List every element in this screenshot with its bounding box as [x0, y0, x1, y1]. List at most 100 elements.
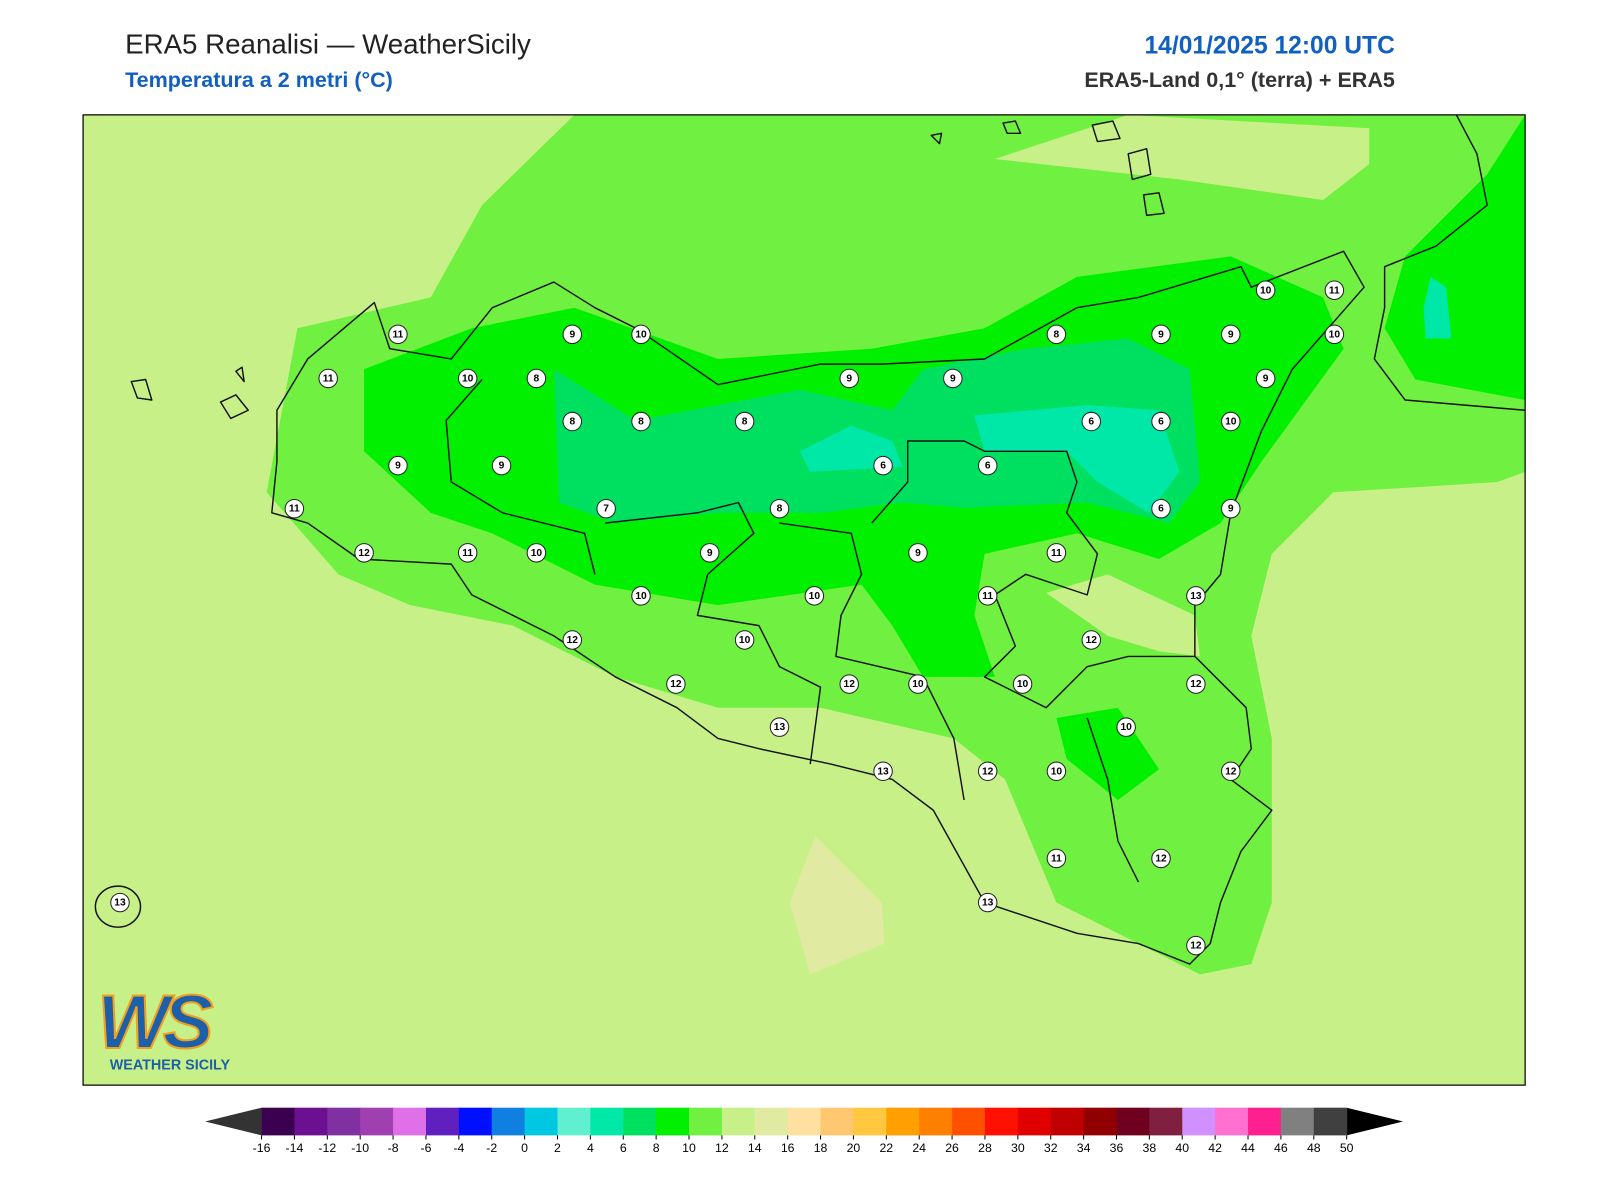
- station-marker: [1221, 498, 1241, 519]
- colorbar-segment: [1149, 1107, 1183, 1136]
- station-marker: [977, 586, 998, 606]
- station-marker: [666, 674, 686, 694]
- colorbar-over: [1346, 1107, 1404, 1136]
- station: 9: [388, 455, 408, 476]
- station-marker: [1151, 324, 1171, 345]
- stations: 11 9 10 11 10 8 9 9 8 9 9 10 11 10 9 8 8 8 6 6 10 9 9 6 6 11 7 8 6 9 1…: [110, 280, 1345, 956]
- station-value: 11: [323, 373, 334, 384]
- colorbar-segment: [327, 1107, 361, 1136]
- station: 10: [1046, 761, 1067, 782]
- station: 8: [1046, 324, 1067, 345]
- colorbar-tick-label: 12: [715, 1141, 729, 1155]
- station-marker: [562, 411, 583, 432]
- colorbar-tick-label: 44: [1241, 1141, 1255, 1155]
- calabria-coast: [1373, 114, 1526, 411]
- colorbar-tick-label: 22: [879, 1141, 893, 1155]
- colorbar-tick-label: -2: [486, 1141, 497, 1155]
- station: 12: [1221, 761, 1241, 782]
- station: 12: [562, 630, 583, 650]
- station-value: 9: [569, 329, 575, 340]
- station: 10: [1012, 674, 1033, 694]
- station-marker: [1186, 674, 1206, 694]
- station-marker: [839, 674, 859, 694]
- field-12-14: [1046, 574, 1200, 657]
- station-value: 13: [1190, 591, 1202, 602]
- station: 11: [1046, 848, 1067, 869]
- station-marker: [631, 411, 651, 432]
- station-value: 11: [462, 548, 473, 559]
- station-value: 13: [877, 766, 889, 777]
- station-marker: [1186, 935, 1206, 956]
- station: 12: [977, 761, 998, 782]
- station-value: 9: [1228, 329, 1234, 340]
- station: 9: [562, 324, 583, 345]
- station-value: 10: [635, 329, 647, 340]
- station-marker: [388, 324, 408, 345]
- station-marker: [908, 543, 928, 563]
- station-value: 12: [1190, 679, 1202, 690]
- station-value: 13: [774, 722, 786, 733]
- colorbar-segment: [787, 1107, 822, 1136]
- field-14-16: [789, 835, 885, 975]
- station-value: 9: [1228, 504, 1234, 515]
- station-marker: [562, 630, 583, 650]
- station: 13: [1186, 586, 1206, 606]
- source: ERA5-Land 0,1° (terra) + ERA5: [1084, 68, 1395, 92]
- colorbar-tick-label: -12: [318, 1141, 336, 1155]
- station: 9: [908, 543, 928, 563]
- datetime: 14/01/2025 12:00 UTC: [1144, 32, 1395, 59]
- colorbar-tick-label: 46: [1274, 1141, 1288, 1155]
- station-value: 10: [1120, 722, 1132, 733]
- station: 9: [839, 368, 859, 389]
- station-value: 9: [950, 373, 956, 384]
- colorbar-tick-label: 8: [653, 1141, 660, 1155]
- station-value: 12: [844, 679, 856, 690]
- station-marker: [457, 543, 478, 563]
- station-marker: [1255, 280, 1276, 300]
- station-value: 9: [846, 373, 852, 384]
- station-marker: [1081, 630, 1102, 650]
- station-value: 9: [707, 548, 713, 559]
- station-marker: [631, 324, 651, 345]
- station-marker: [354, 543, 374, 563]
- colorbar-tick-label: 48: [1307, 1141, 1321, 1155]
- colorbar-segment: [1280, 1107, 1315, 1136]
- station-marker: [491, 455, 512, 476]
- colorbar-segment: [360, 1107, 394, 1136]
- station-marker: [1221, 761, 1241, 782]
- station-marker: [734, 411, 755, 432]
- colorbar-tick-label: -8: [388, 1141, 399, 1155]
- station-value: 9: [915, 548, 921, 559]
- colorbar-segment: [425, 1107, 460, 1136]
- logo-mark: WS: [97, 980, 212, 1065]
- station-marker: [1255, 368, 1276, 389]
- station: 10: [1221, 411, 1241, 432]
- station-marker: [943, 368, 963, 389]
- station-marker: [769, 498, 790, 519]
- station: 8: [734, 411, 755, 432]
- colorbar-tick-label: 2: [554, 1141, 561, 1155]
- colorbar-tick-label: 18: [814, 1141, 828, 1155]
- station-value: 13: [114, 898, 126, 909]
- colorbar-tick-label: 24: [912, 1141, 926, 1155]
- colorbar-tick-label: -4: [453, 1141, 464, 1155]
- colorbar-segment: [952, 1107, 986, 1136]
- station: 12: [666, 674, 686, 694]
- colorbar-segment: [261, 1107, 295, 1136]
- station-marker: [977, 761, 998, 782]
- colorbar-tick-label: 40: [1175, 1141, 1189, 1155]
- station-value: 10: [531, 548, 543, 559]
- station-value: 10: [809, 591, 821, 602]
- station-value: 11: [982, 591, 993, 602]
- station: 11: [1046, 543, 1067, 563]
- station: 10: [1255, 280, 1276, 300]
- station-marker: [804, 586, 825, 606]
- colorbar-segment: [1313, 1107, 1348, 1136]
- station-value: 11: [1051, 548, 1062, 559]
- station-value: 10: [912, 679, 924, 690]
- station: 11: [284, 498, 305, 519]
- station-value: 11: [1051, 853, 1062, 864]
- station-marker: [1046, 324, 1067, 345]
